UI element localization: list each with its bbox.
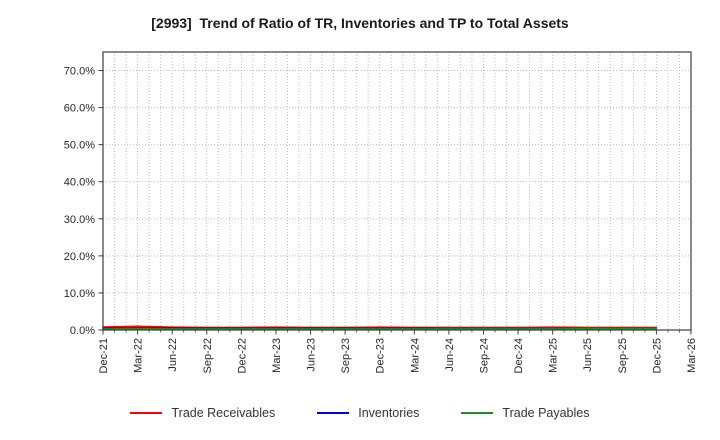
svg-text:20.0%: 20.0% <box>64 251 95 263</box>
legend-line-swatch-blue <box>317 411 350 415</box>
svg-text:Jun-25: Jun-25 <box>582 338 594 372</box>
svg-text:Sep-25: Sep-25 <box>617 338 629 373</box>
svg-text:70.0%: 70.0% <box>64 66 95 78</box>
svg-text:Jun-23: Jun-23 <box>306 338 318 372</box>
legend-line-swatch-red <box>130 411 163 415</box>
svg-text:Dec-25: Dec-25 <box>651 338 663 373</box>
svg-text:Mar-23: Mar-23 <box>271 338 283 373</box>
legend-item-inventories: Inventories <box>317 406 419 420</box>
legend-item-trade-payables: Trade Payables <box>461 406 590 420</box>
svg-text:0.0%: 0.0% <box>70 325 95 337</box>
chart-legend: Trade Receivables Inventories Trade Paya… <box>0 406 720 420</box>
svg-text:Dec-23: Dec-23 <box>375 338 387 373</box>
legend-label-trade-receivables: Trade Receivables <box>171 406 276 420</box>
svg-text:Mar-26: Mar-26 <box>686 338 698 373</box>
svg-text:Sep-23: Sep-23 <box>340 338 352 373</box>
svg-text:Sep-22: Sep-22 <box>202 338 214 373</box>
legend-line-swatch-green <box>461 411 494 415</box>
line-chart-canvas: Dec-21 Mar-22 Jun-22 Sep-22 Dec-22 Mar-23 Jun-… <box>64 51 698 373</box>
legend-label-trade-payables: Trade Payables <box>502 406 590 420</box>
svg-text:50.0%: 50.0% <box>64 140 95 152</box>
svg-text:Jun-22: Jun-22 <box>167 338 179 372</box>
svg-text:Dec-24: Dec-24 <box>513 338 525 373</box>
series-trade-receivables <box>102 325 658 329</box>
svg-text:Mar-24: Mar-24 <box>409 338 421 373</box>
svg-text:Mar-22: Mar-22 <box>133 338 145 373</box>
svg-text:Jun-24: Jun-24 <box>444 338 456 372</box>
legend-label-inventories: Inventories <box>358 406 420 420</box>
chart-title: [2993] Trend of Ratio of TR, Inventories… <box>151 15 569 31</box>
svg-text:40.0%: 40.0% <box>64 177 95 189</box>
svg-text:10.0%: 10.0% <box>64 288 95 300</box>
legend-item-trade-receivables: Trade Receivables <box>130 406 275 420</box>
svg-text:60.0%: 60.0% <box>64 103 95 115</box>
svg-text:30.0%: 30.0% <box>64 214 95 226</box>
svg-text:Dec-21: Dec-21 <box>98 338 110 373</box>
svg-text:Sep-24: Sep-24 <box>478 338 490 373</box>
svg-text:Dec-22: Dec-22 <box>236 338 248 373</box>
svg-text:Mar-25: Mar-25 <box>548 338 560 373</box>
